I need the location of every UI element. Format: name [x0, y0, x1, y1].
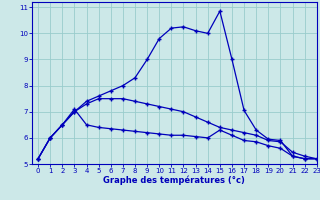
- X-axis label: Graphe des températures (°c): Graphe des températures (°c): [103, 176, 245, 185]
